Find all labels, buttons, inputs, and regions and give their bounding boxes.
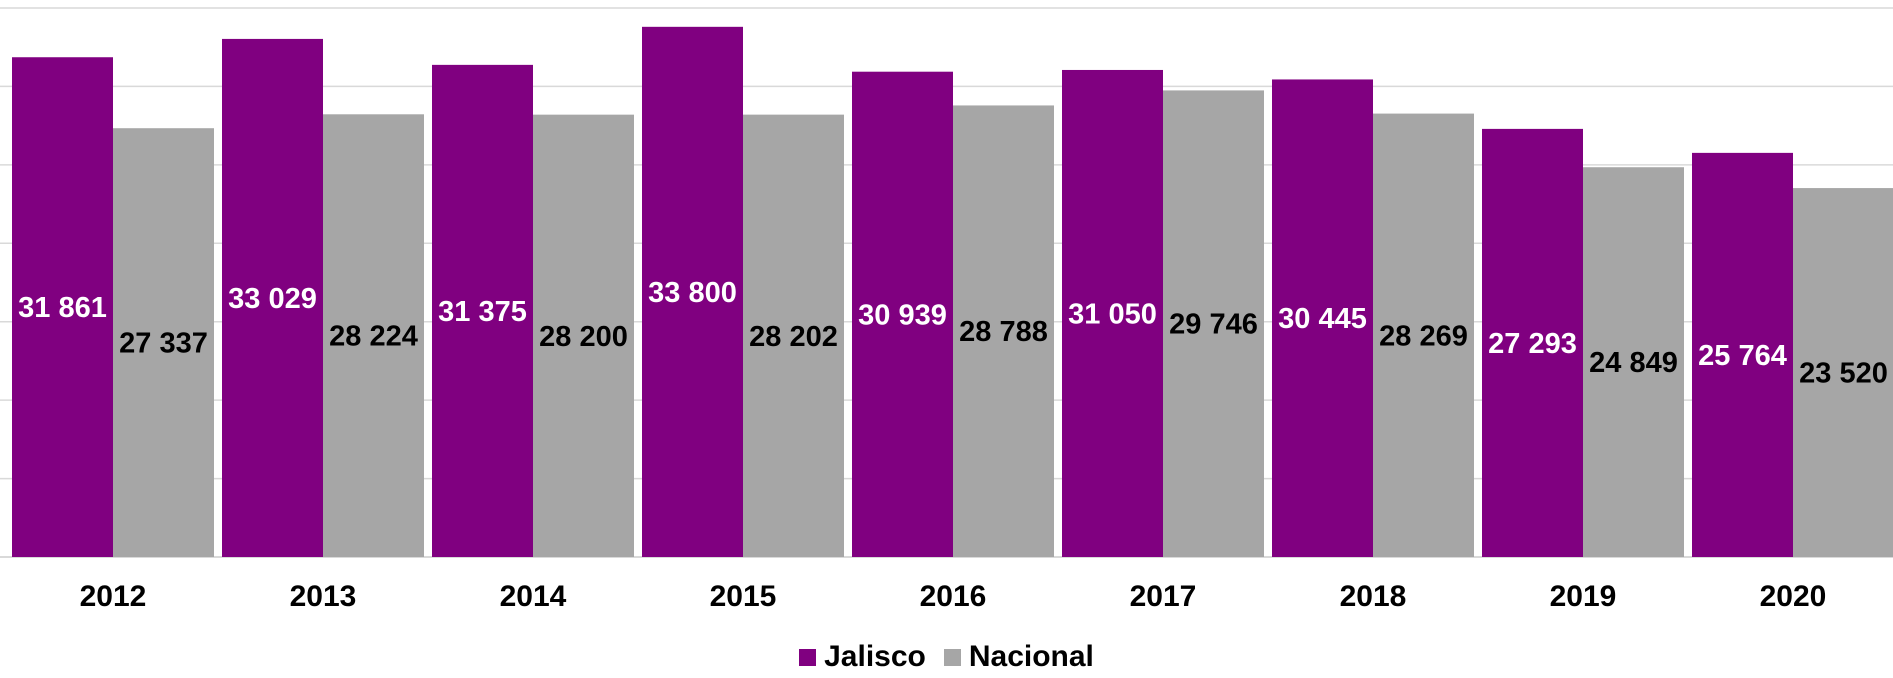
value-label-nacional-2012: 27 337 [119,328,208,360]
value-label-jalisco-2015: 33 800 [648,277,737,309]
legend-item-nacional: Nacional [943,640,1094,674]
value-labels: 31 861 27 337 33 029 28 224 31 375 28 200 33 8… [18,277,1888,390]
value-label-jalisco-2014: 31 375 [438,296,527,328]
bar-jalisco-2018 [1272,79,1373,557]
value-label-jalisco-2016: 30 939 [858,299,947,331]
legend-label-jalisco: Jalisco [824,640,926,673]
value-label-nacional-2015: 28 202 [749,321,838,353]
category-label-2017: 2017 [1130,580,1197,613]
bar-jalisco-2020 [1692,152,1793,557]
bar-nacional-2018 [1373,113,1474,558]
value-label-nacional-2016: 28 788 [959,316,1048,348]
value-label-nacional-2014: 28 200 [539,321,628,353]
value-label-jalisco-2017: 31 050 [1068,298,1157,330]
bar-nacional-2015 [743,114,844,558]
legend-label-nacional: Nacional [968,640,1094,673]
value-label-nacional-2020: 23 520 [1799,358,1888,390]
value-label-jalisco-2020: 25 764 [1698,340,1787,372]
value-label-nacional-2019: 24 849 [1589,347,1678,379]
bar-jalisco-2014 [432,64,533,557]
bar-nacional-2012 [113,128,214,557]
bar-nacional-2019 [1583,167,1684,557]
value-label-jalisco-2018: 30 445 [1278,303,1367,335]
category-label-2020: 2020 [1760,580,1827,613]
value-label-jalisco-2019: 27 293 [1488,328,1577,360]
legend-item-jalisco: Jalisco [799,640,926,674]
bar-jalisco-2019 [1482,128,1583,557]
bar-jalisco-2013 [222,38,323,557]
legend-swatch-jalisco [799,648,817,666]
bar-nacional-2014 [533,114,634,558]
value-label-nacional-2013: 28 224 [329,321,418,353]
value-label-jalisco-2013: 33 029 [228,283,317,315]
category-label-2013: 2013 [290,580,357,613]
category-label-2012: 2012 [80,580,147,613]
legend-swatch-nacional [943,648,961,666]
bar-nacional-2020 [1793,188,1893,557]
category-labels: 2012 2013 2014 2015 2016 2017 2018 2019 2020 [80,580,1827,613]
bar-nacional-2013 [323,114,424,557]
bar-nacional-2016 [953,105,1054,557]
bar-jalisco-2016 [852,71,953,558]
value-label-nacional-2018: 28 269 [1379,320,1468,352]
legend: Jalisco Nacional [0,640,1893,674]
value-label-jalisco-2012: 31 861 [18,292,107,324]
category-label-2014: 2014 [500,580,567,613]
category-label-2019: 2019 [1550,580,1617,613]
bar-nacional-2017 [1163,90,1264,557]
category-label-2018: 2018 [1340,580,1407,613]
bar-jalisco-2015 [642,26,743,557]
category-label-2016: 2016 [920,580,987,613]
bar-jalisco-2017 [1062,69,1163,558]
bar-jalisco-2012 [12,57,113,557]
bars [12,26,1893,558]
category-label-2015: 2015 [710,580,777,613]
value-label-nacional-2017: 29 746 [1169,309,1258,341]
